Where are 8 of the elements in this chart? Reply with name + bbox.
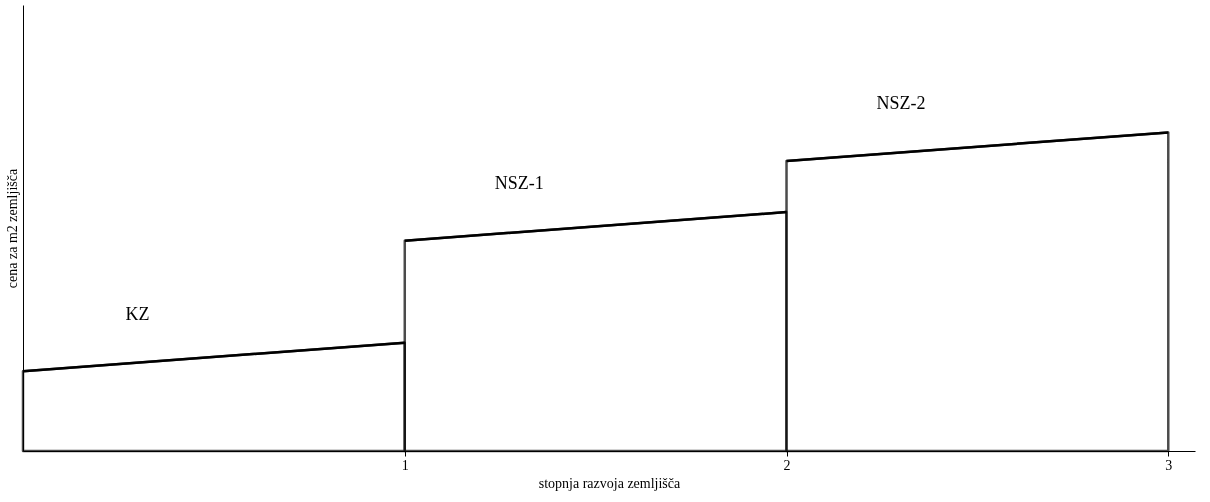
x-axis-title: stopnja razvoja zemljišča [538, 475, 682, 491]
text: KZ [125, 303, 150, 324]
x-tick-label: 2 [783, 457, 791, 473]
x-tick-label: 3 [1165, 457, 1173, 473]
y-axis-title: cena za m2 zemljišča [4, 168, 20, 289]
text: NSZ-2 [876, 93, 926, 114]
x-tick-label: 1 [401, 457, 409, 473]
text: NSZ-1 [494, 173, 544, 194]
